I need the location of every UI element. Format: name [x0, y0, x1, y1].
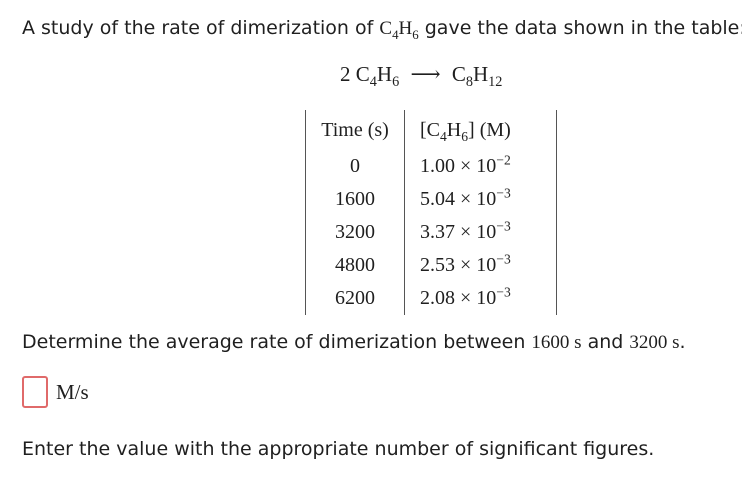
concentration-cell: 5.04 × 10−3: [404, 183, 557, 216]
compound-formula: C4H6: [379, 18, 419, 42]
table-row: 6200 2.08 × 10−3: [306, 282, 557, 315]
table-row: 4800 2.53 × 10−3: [306, 249, 557, 282]
concentration-cell: 3.37 × 10−3: [404, 216, 557, 249]
intro-text: A study of the rate of dimerization of: [22, 17, 380, 39]
time-cell: 1600: [335, 188, 375, 210]
header-concentration: [C4H6] (M): [404, 110, 557, 150]
time-3200: 3200 s: [629, 332, 680, 353]
problem-intro: A study of the rate of dimerization of C…: [22, 17, 742, 42]
answer-unit: M/s: [56, 379, 89, 404]
question-text: Determine the average rate of dimerizati…: [22, 331, 686, 353]
answer-row: M/s: [22, 376, 89, 408]
sig-fig-hint: Enter the value with the appropriate num…: [22, 438, 655, 460]
time-cell: 3200: [335, 221, 375, 243]
concentration-cell: 2.08 × 10−3: [404, 282, 557, 315]
reaction-arrow-icon: ⟶: [410, 62, 441, 86]
time-cell: 6200: [335, 287, 375, 309]
intro-suffix: gave the data shown in the table:: [418, 17, 742, 39]
table-header-row: Time (s) [C4H6] (M): [306, 110, 557, 150]
concentration-cell: 2.53 × 10−3: [404, 249, 557, 282]
header-time: Time (s): [321, 118, 389, 141]
table-row: 3200 3.37 × 10−3: [306, 216, 557, 249]
table-row: 1600 5.04 × 10−3: [306, 183, 557, 216]
time-cell: 4800: [335, 254, 375, 276]
kinetics-data-table: Time (s) [C4H6] (M) 0 1.00 × 10−2 1600 5.04…: [305, 110, 557, 315]
table-row: 0 1.00 × 10−2: [306, 150, 557, 183]
concentration-cell: 1.00 × 10−2: [404, 150, 557, 183]
time-1600: 1600 s: [531, 332, 582, 353]
time-cell: 0: [350, 155, 360, 177]
reaction-equation: 2 C4H6 ⟶ C8H12: [340, 62, 503, 91]
answer-input[interactable]: [22, 376, 48, 408]
